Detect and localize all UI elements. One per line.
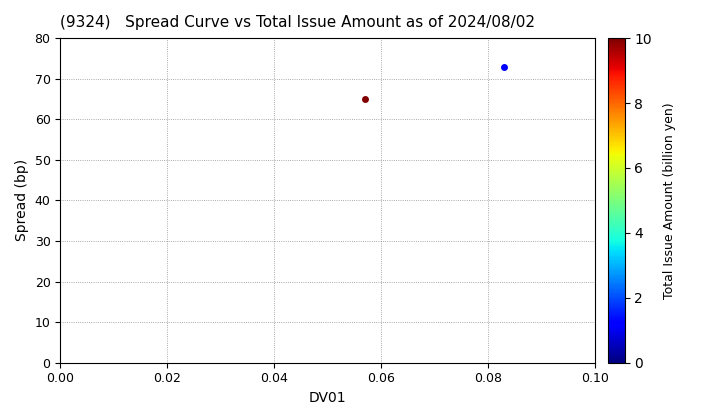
Text: (9324)   Spread Curve vs Total Issue Amount as of 2024/08/02: (9324) Spread Curve vs Total Issue Amoun…: [60, 15, 535, 30]
Y-axis label: Total Issue Amount (billion yen): Total Issue Amount (billion yen): [663, 102, 676, 299]
Y-axis label: Spread (bp): Spread (bp): [15, 159, 29, 242]
Point: [499, 63, 510, 70]
Point: [359, 96, 371, 102]
X-axis label: DV01: DV01: [309, 391, 346, 405]
